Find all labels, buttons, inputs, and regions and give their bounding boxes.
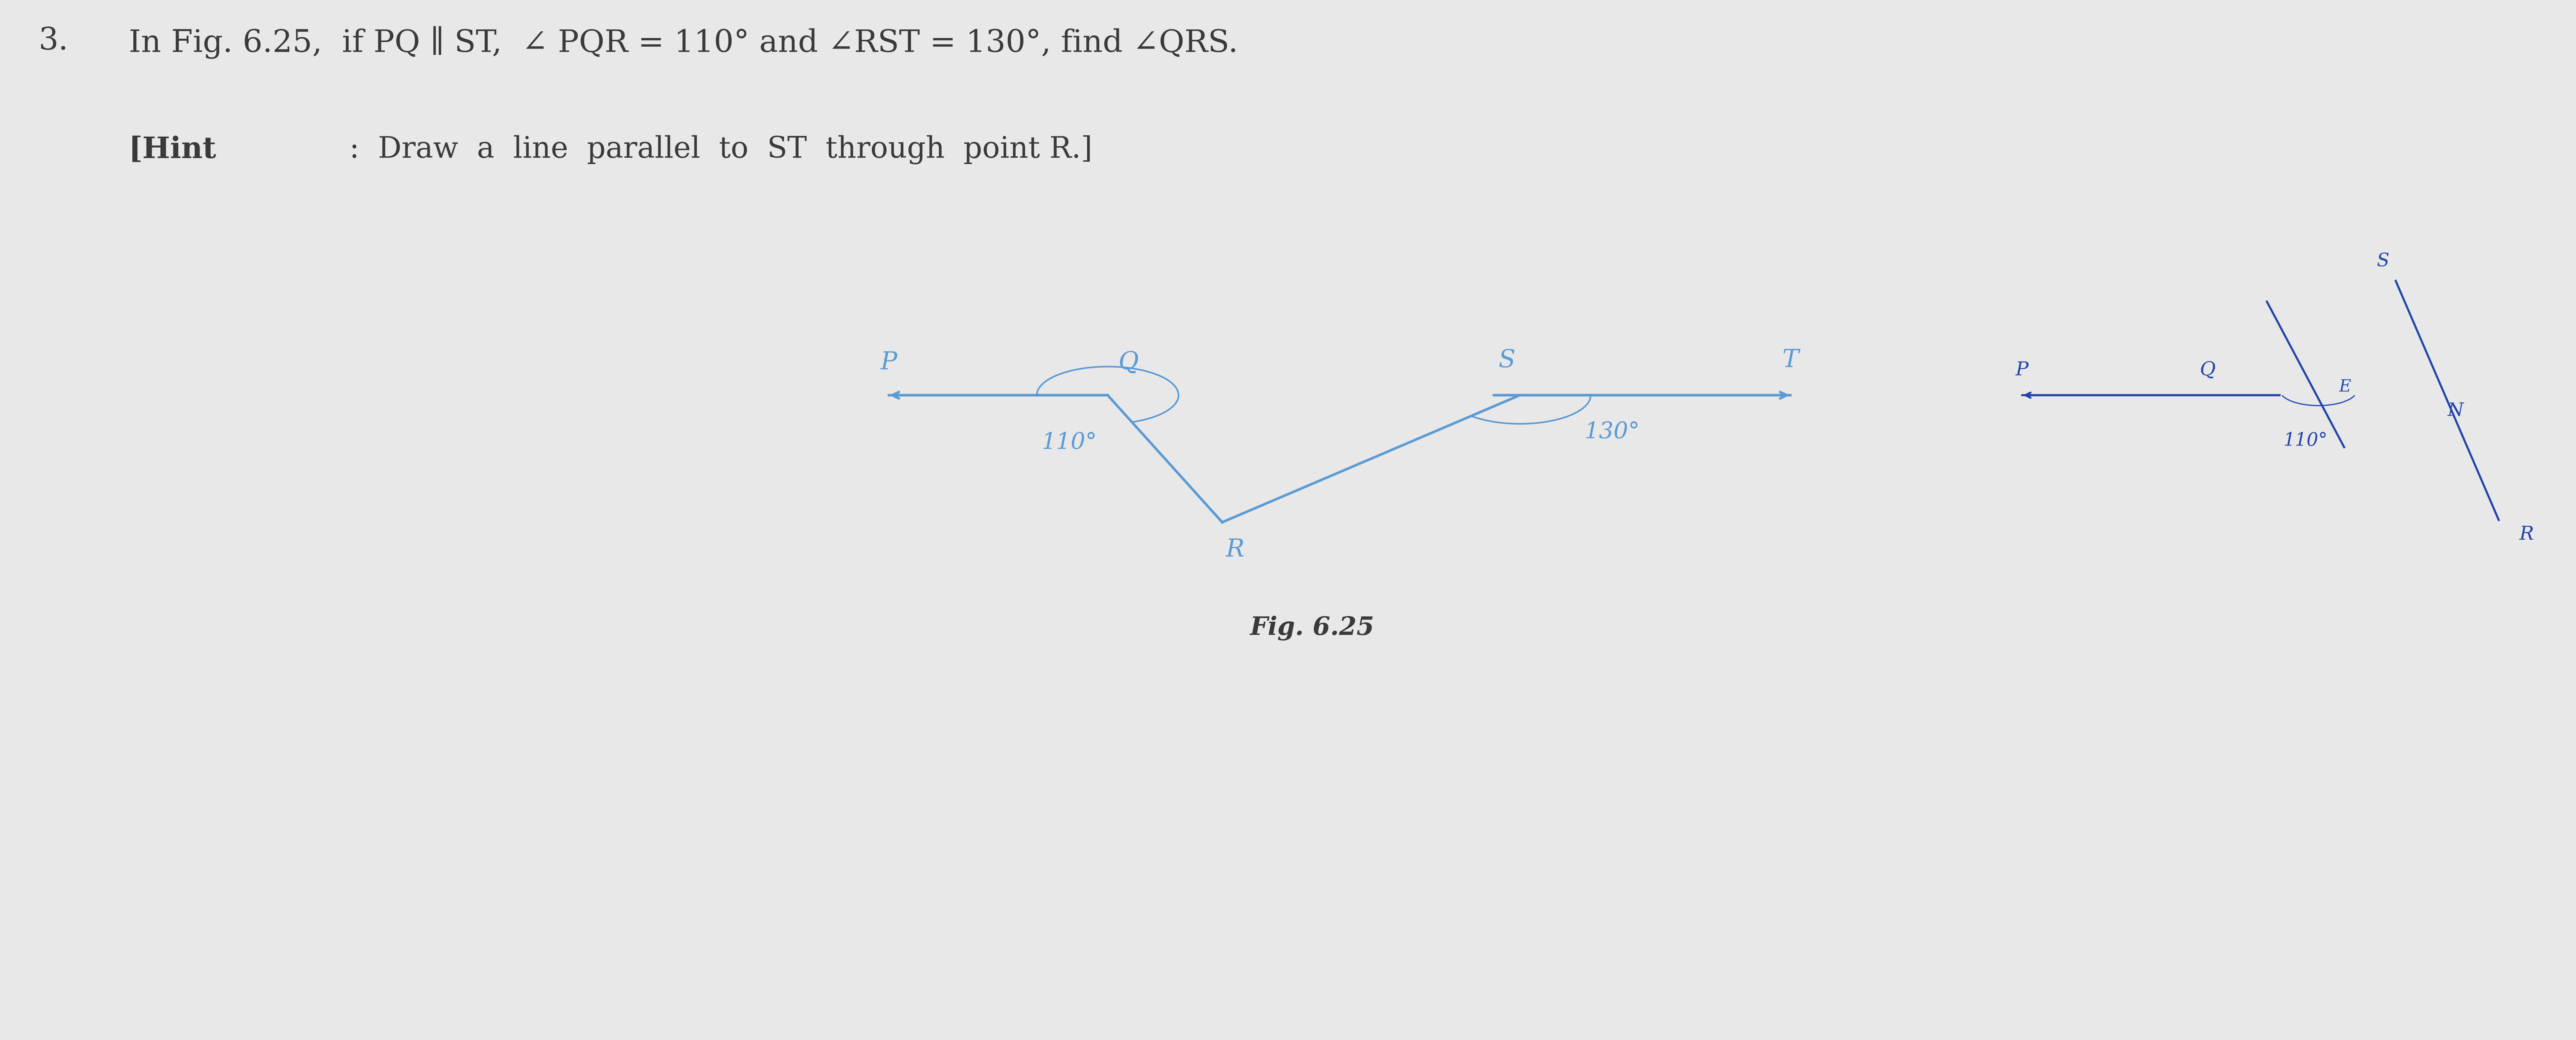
Text: R: R [2519,525,2535,544]
Text: P: P [881,350,896,374]
Text: 3.: 3. [39,26,70,56]
Text: S: S [2378,253,2388,270]
Text: R: R [1226,538,1244,562]
Text: Fig. 6.25: Fig. 6.25 [1249,616,1376,641]
Text: Q: Q [1118,350,1139,374]
Text: 110°: 110° [2282,432,2329,449]
Text: [Hint: [Hint [129,135,216,164]
Text: 130°: 130° [1584,421,1641,443]
Text: In Fig. 6.25,  if PQ ∥ ST,  ∠ PQR = 110° and ∠RST = 130°, find ∠QRS.: In Fig. 6.25, if PQ ∥ ST, ∠ PQR = 110° a… [129,26,1239,58]
Text: T: T [1783,348,1798,372]
Text: N: N [2447,401,2463,420]
Text: S: S [1499,348,1515,372]
Text: :  Draw  a  line  parallel  to  ST  through  point R.]: : Draw a line parallel to ST through poi… [340,135,1092,164]
Text: Q: Q [2200,361,2215,380]
Text: E: E [2339,379,2352,395]
Text: 110°: 110° [1041,432,1097,453]
Text: P: P [2014,361,2030,380]
